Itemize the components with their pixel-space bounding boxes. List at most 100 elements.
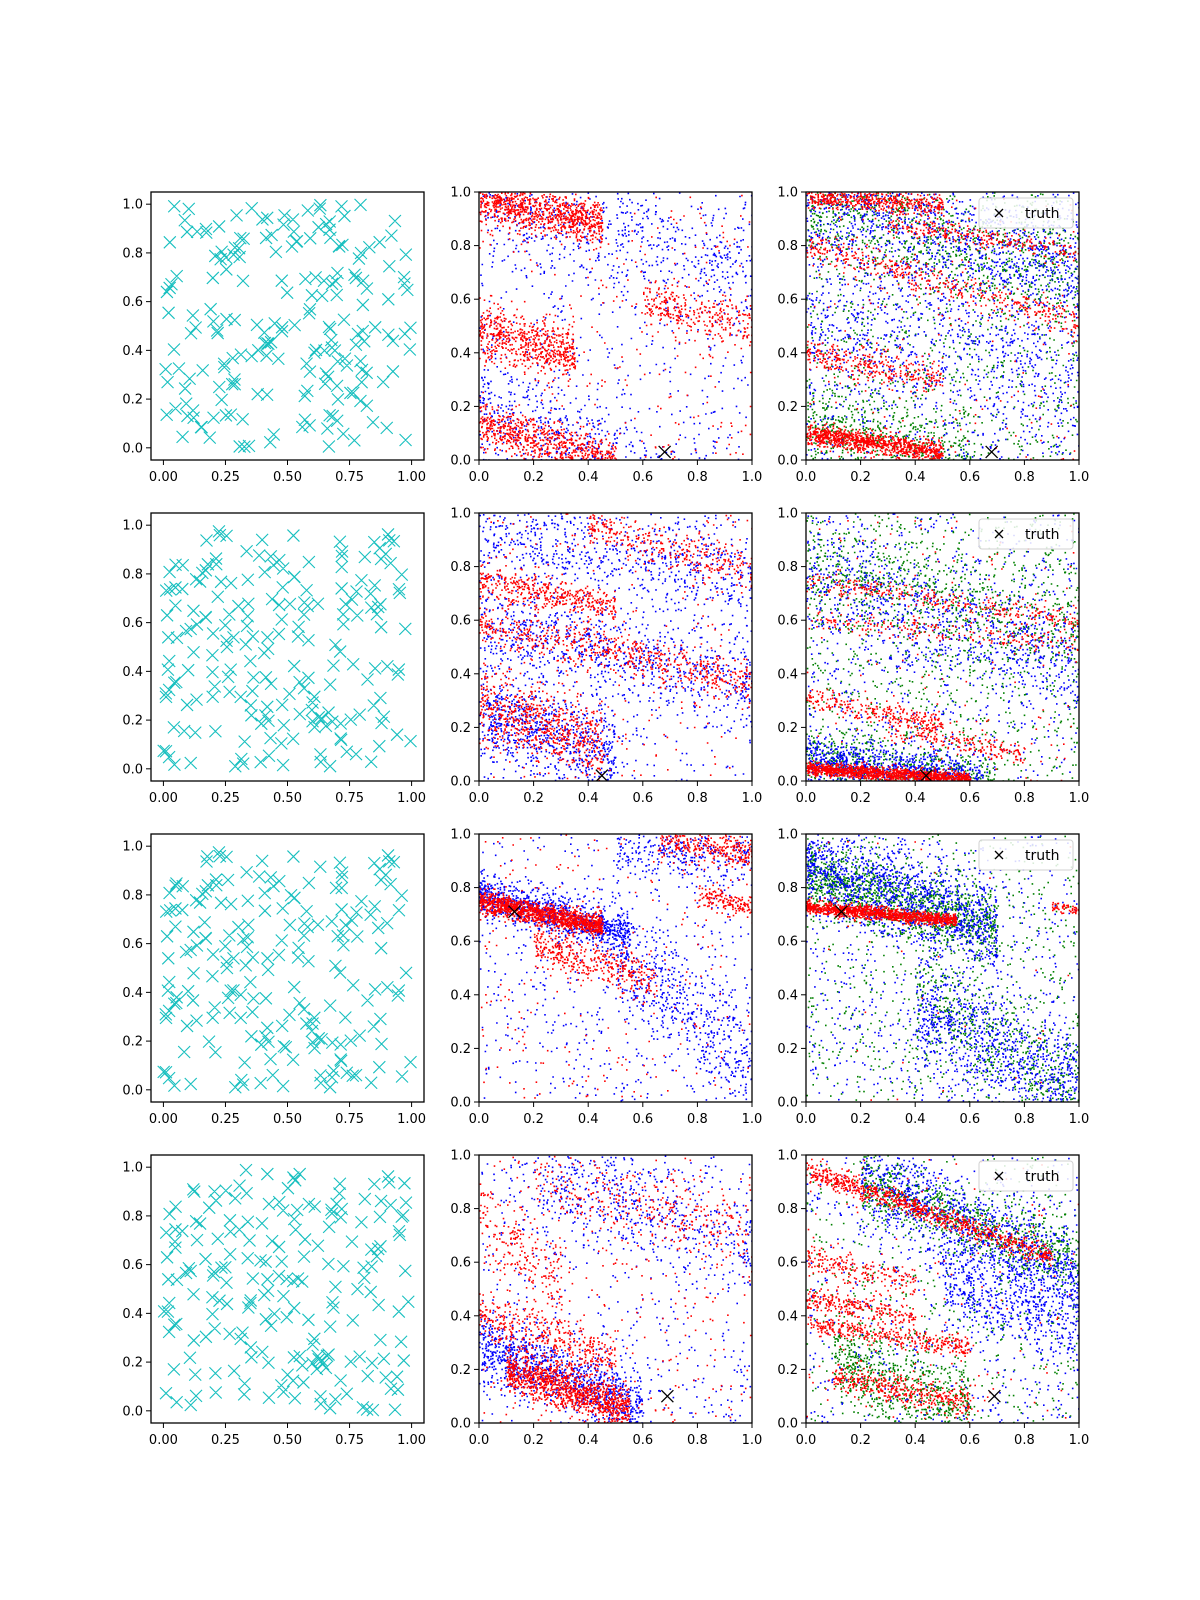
legend-label: truth	[1025, 527, 1059, 543]
y-tick-label: 1.0	[122, 1161, 143, 1176]
x-tick-label: 1.0	[1069, 791, 1090, 806]
dot-markers	[806, 192, 1079, 460]
x-tick-label: 1.0	[742, 1112, 763, 1127]
dot-markers	[806, 192, 1079, 460]
y-tick-label: 0.4	[777, 667, 798, 682]
x-tick-label: 0.2	[523, 791, 544, 806]
series-0	[806, 192, 1079, 460]
y-tick-label: 0.6	[777, 293, 798, 308]
y-tick-label: 0.2	[777, 1042, 798, 1057]
axes-frame	[478, 191, 753, 461]
x-tick-label: 0.8	[687, 470, 708, 485]
x-markers	[157, 524, 417, 773]
y-tick-label: 0.2	[122, 714, 143, 729]
series-0	[479, 513, 752, 781]
x-tick-label: 0.8	[687, 791, 708, 806]
series-0	[479, 1155, 752, 1423]
truth-marker	[985, 445, 999, 459]
dot-markers	[479, 834, 752, 1102]
axes-frame	[150, 1154, 425, 1424]
y-tick-label: 0.2	[122, 393, 143, 408]
series-0	[806, 1155, 1079, 1423]
y-tick-label: 0.0	[777, 454, 798, 469]
series-0	[479, 192, 752, 460]
x-tick-label: 0.8	[687, 1112, 708, 1127]
x-tick-label: 1.0	[1069, 470, 1090, 485]
y-tick-label: 0.2	[450, 400, 471, 415]
series-0	[479, 834, 752, 1102]
y-tick-label: 0.4	[450, 667, 471, 682]
series-1	[806, 834, 1079, 1102]
x-tick-label: 0.50	[273, 470, 302, 485]
x-tick-label: 0.6	[632, 1112, 653, 1127]
y-tick-label: 0.2	[777, 1363, 798, 1378]
x-tick-label: 0.8	[1014, 470, 1035, 485]
truth-marker	[660, 1389, 674, 1403]
x-tick-label: 0.6	[959, 1112, 980, 1127]
x-tick-label: 0.25	[211, 1433, 240, 1448]
y-tick-label: 0.0	[777, 1096, 798, 1111]
x-tick-label: 0.50	[273, 791, 302, 806]
y-tick-label: 0.8	[450, 881, 471, 896]
y-tick-label: 0.8	[777, 560, 798, 575]
series-2	[806, 516, 1079, 781]
y-tick-label: 0.6	[777, 1256, 798, 1271]
dot-markers	[806, 516, 1079, 781]
series-1	[479, 1155, 752, 1423]
dot-markers	[479, 192, 752, 460]
dot-markers	[806, 513, 1079, 781]
y-tick-label: 0.0	[122, 762, 143, 777]
legend-box	[978, 1160, 1074, 1192]
y-tick-label: 1.0	[122, 519, 143, 534]
dot-markers	[806, 834, 1079, 1102]
axes-frame	[478, 1154, 753, 1424]
legend-marker	[994, 1171, 1004, 1181]
x-tick-label: 0.2	[523, 1433, 544, 1448]
x-tick-label: 0.75	[335, 1112, 364, 1127]
legend-box	[978, 518, 1074, 550]
axes-frame	[150, 833, 425, 1103]
axes-frame	[805, 1154, 1080, 1424]
axes-frame	[150, 512, 425, 782]
x-tick-label: 0.2	[850, 1112, 871, 1127]
legend: truth	[978, 197, 1074, 229]
y-tick-label: 0.6	[122, 295, 143, 310]
x-tick-label: 0.75	[335, 1433, 364, 1448]
subplot-r2-c2: 0.0 0.2 0.4 0.6 0.8 1.0 0.0 0.2 0.4 0.6 0.8 1.0	[450, 507, 762, 807]
truth-marker	[595, 769, 609, 781]
x-tick-label: 0.0	[796, 1112, 817, 1127]
y-tick-label: 1.0	[450, 828, 471, 843]
legend: truth	[978, 1160, 1074, 1192]
y-tick-label: 0.8	[122, 888, 143, 903]
x-tick-label: 0.2	[850, 791, 871, 806]
y-tick-label: 0.4	[777, 1309, 798, 1324]
x-tick-label: 0.25	[211, 470, 240, 485]
y-tick-label: 0.4	[122, 1307, 143, 1322]
y-tick-label: 0.6	[122, 937, 143, 952]
legend-label: truth	[1025, 206, 1059, 222]
x-tick-label: 0.00	[149, 791, 178, 806]
y-tick-label: 1.0	[777, 1149, 798, 1164]
x-tick-label: 0.0	[469, 1433, 490, 1448]
y-tick-label: 0.6	[777, 935, 798, 950]
series-1	[479, 192, 752, 460]
y-tick-label: 1.0	[777, 507, 798, 522]
subplot-r4-c3: 0.0 0.2 0.4 0.6 0.8 1.0 0.0 0.2 0.4 0.6 0.8 1.0 trut…	[777, 1149, 1089, 1449]
y-tick-label: 0.2	[122, 1356, 143, 1371]
truth-marker	[658, 445, 672, 459]
y-tick-label: 0.8	[777, 881, 798, 896]
legend-marker	[994, 850, 1004, 860]
legend-marker	[994, 208, 1004, 218]
dot-markers	[479, 834, 752, 1102]
y-tick-label: 0.8	[450, 560, 471, 575]
plot-area	[157, 524, 417, 773]
legend-marker	[994, 529, 1004, 539]
dot-markers	[806, 1155, 1079, 1423]
plot-area	[479, 1155, 752, 1423]
plot-area	[157, 1163, 415, 1417]
dot-markers	[806, 834, 1079, 1102]
x-tick-label: 0.8	[1014, 1433, 1035, 1448]
truth-marker	[835, 905, 848, 919]
y-tick-label: 0.8	[450, 239, 471, 254]
